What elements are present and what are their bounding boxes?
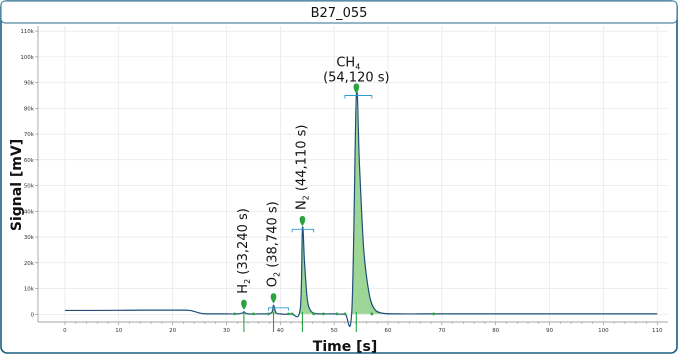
x-tick-label: 50 [331, 328, 338, 334]
baseline-marker [290, 312, 294, 316]
x-tick-label: 110 [652, 328, 663, 334]
y-tick-label: 110k [20, 29, 34, 35]
peak-label-gas: N [294, 200, 309, 210]
x-tick-label: 0 [63, 328, 67, 334]
x-tick-label: 30 [223, 328, 230, 334]
chart-title: B27_055 [311, 6, 368, 21]
y-tick-label: 20k [24, 261, 35, 267]
y-axis-label: Signal [mV] [9, 139, 25, 231]
peak-label-rt: (54,120 s) [323, 70, 390, 85]
x-tick-label: 70 [438, 328, 445, 334]
peak-label-subscript: 2 [243, 279, 252, 284]
peak-markers [233, 83, 436, 332]
peak-label: CH4 [336, 55, 360, 71]
x-tick-label: 10 [115, 328, 122, 334]
integration-bracket [268, 307, 289, 311]
y-tick-label: 0 [31, 312, 35, 318]
x-tick-label: 60 [385, 328, 392, 334]
baseline-marker [312, 312, 316, 316]
baseline-marker [343, 312, 347, 316]
x-tick-label: 100 [598, 328, 609, 334]
peak-label-rt: (38,740 s) [266, 201, 281, 272]
baseline-marker [251, 312, 255, 316]
y-tick-label: 40k [24, 209, 35, 215]
baseline-marker [335, 312, 339, 316]
peak-area [300, 228, 316, 314]
peak-apex-marker [299, 216, 306, 227]
peak-label-subscript: 2 [301, 195, 310, 200]
y-tick-label: 70k [24, 132, 35, 138]
peak-label-rt: (33,240 s) [236, 208, 251, 279]
peak-label: O2 (38,740 s) [266, 201, 282, 287]
y-tick-label: 10k [24, 287, 35, 293]
y-tick-label: 90k [24, 81, 35, 87]
signal-line [64, 90, 658, 327]
peak-area [351, 95, 383, 314]
y-tick-label: 80k [24, 106, 35, 112]
peak-apex-marker [270, 293, 277, 304]
peak-label-gas: CH [336, 55, 355, 70]
x-axis-label: Time [s] [313, 339, 377, 355]
peak-label-subscript: 2 [273, 272, 282, 277]
peak-label-subscript: 4 [355, 62, 360, 71]
x-tick-label: 40 [277, 328, 284, 334]
peak-label-rt: (44,110 s) [294, 125, 309, 196]
y-tick-label: 50k [24, 184, 35, 190]
peak-label-gas: O [266, 277, 281, 287]
baseline-marker [370, 312, 374, 316]
title-bar [0, 0, 678, 24]
peak-label-gas: H [236, 284, 251, 294]
baseline-marker [267, 312, 270, 316]
integration-bracket [344, 95, 373, 99]
baseline-marker [286, 312, 290, 316]
baseline-marker [432, 312, 436, 316]
peak-label: N2 (44,110 s) [294, 125, 310, 211]
integration-bracket [291, 228, 315, 233]
baseline-marker [321, 312, 325, 316]
axes: 0 10k 20k 30k 40k 50k 60k 70k 80k 90k 100k 110k 0 10 2… [20, 26, 668, 334]
y-tick-label: 30k [24, 235, 35, 241]
grid [38, 26, 668, 322]
peak-apex-marker [241, 299, 247, 310]
x-tick-label: 20 [169, 328, 176, 334]
peak-apex-marker [353, 83, 360, 94]
x-tick-label: 90 [546, 328, 553, 334]
x-tick-label: 80 [492, 328, 499, 334]
peak-label: H2 (33,240 s) [236, 208, 252, 294]
y-tick-label: 100k [20, 55, 34, 61]
baseline-marker [233, 312, 236, 316]
peak-annotations: H2 (33,240 s)O2 (38,740 s) N2 (44,110 s)C… [236, 55, 390, 293]
y-tick-label: 60k [24, 158, 35, 164]
